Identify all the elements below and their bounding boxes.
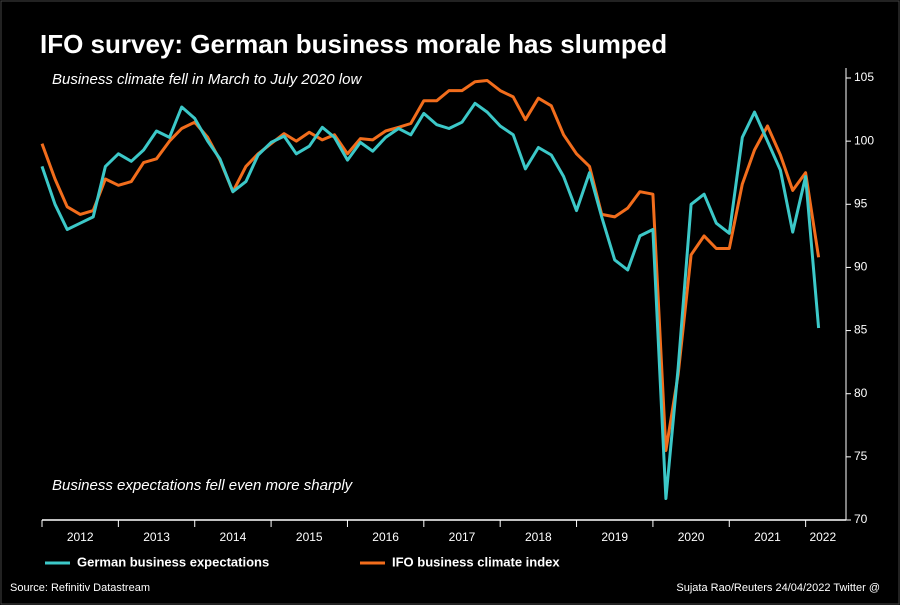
x-tick-label: 2018 [525, 530, 552, 544]
credit: Sujata Rao/Reuters 24/04/2022 Twitter @ [676, 582, 880, 594]
y-tick-label: 80 [854, 386, 868, 400]
x-tick-label: 2012 [67, 530, 94, 544]
annotation: Business expectations fell even more sha… [52, 477, 354, 494]
chart-title: IFO survey: German business morale has s… [40, 29, 667, 59]
legend-label: German business expectations [77, 554, 269, 569]
y-tick-label: 70 [854, 512, 868, 526]
y-tick-label: 100 [854, 133, 874, 147]
x-tick-label: 2013 [143, 530, 170, 544]
y-tick-label: 75 [854, 449, 868, 463]
series-line [40, 101, 821, 500]
y-tick-label: 85 [854, 323, 868, 337]
x-tick-label: 2021 [754, 530, 781, 544]
x-tick-label: 2015 [296, 530, 323, 544]
x-tick-label: 2017 [449, 530, 476, 544]
series-line [40, 79, 821, 452]
x-tick-label: 2016 [372, 530, 399, 544]
subtitle: Business climate fell in March to July 2… [52, 71, 362, 88]
y-tick-label: 95 [854, 196, 868, 210]
x-tick-label: 2020 [678, 530, 705, 544]
source: Source: Refinitiv Datastream [10, 582, 150, 594]
legend-label: IFO business climate index [392, 554, 560, 569]
y-tick-label: 90 [854, 260, 868, 274]
x-tick-label: 2022 [809, 530, 836, 544]
x-tick-label: 2019 [601, 530, 628, 544]
x-tick-label: 2014 [220, 530, 247, 544]
y-tick-label: 105 [854, 70, 874, 84]
